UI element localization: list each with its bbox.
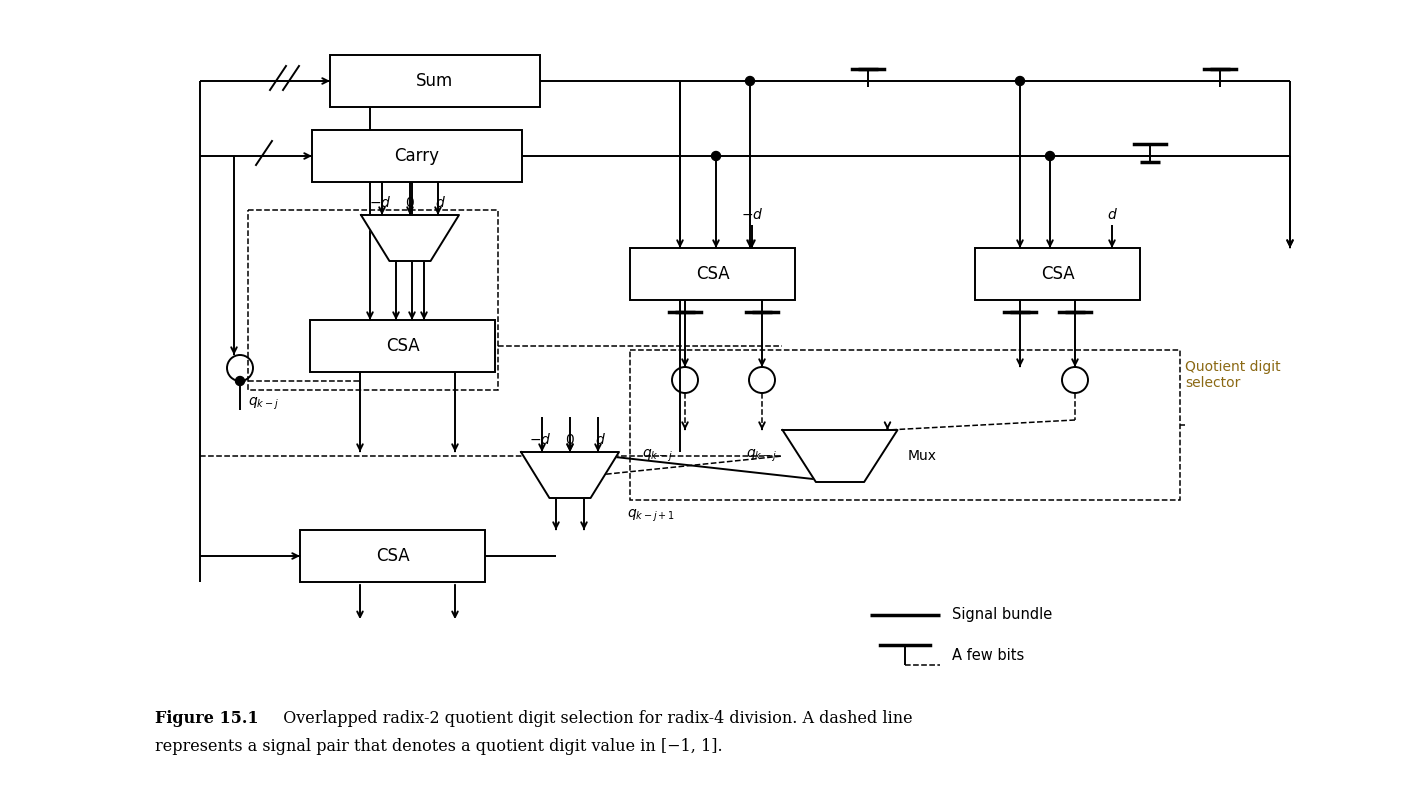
Polygon shape	[361, 215, 459, 261]
Circle shape	[1046, 152, 1054, 160]
Circle shape	[745, 77, 754, 85]
Text: Signal bundle: Signal bundle	[952, 608, 1052, 622]
Text: Quotient digit
selector: Quotient digit selector	[1186, 360, 1281, 390]
Text: CSA: CSA	[1040, 265, 1074, 283]
Text: $-d$: $-d$	[369, 195, 392, 210]
Text: Sum: Sum	[416, 72, 453, 90]
Text: $d$: $d$	[1107, 207, 1117, 222]
Text: $-d$: $-d$	[741, 207, 764, 222]
Text: $0$: $0$	[405, 196, 415, 210]
Text: represents a signal pair that denotes a quotient digit value in [−1, 1].: represents a signal pair that denotes a …	[155, 738, 722, 755]
Text: $q_{k-j+1}$: $q_{k-j+1}$	[627, 508, 675, 524]
Polygon shape	[522, 452, 618, 498]
Bar	[312, 130, 522, 182]
Text: $d$: $d$	[594, 432, 606, 447]
Circle shape	[711, 152, 721, 160]
Text: $d$: $d$	[435, 195, 446, 210]
Bar	[301, 530, 485, 582]
Bar	[975, 248, 1140, 300]
Text: A few bits: A few bits	[952, 647, 1025, 663]
Text: Figure 15.1: Figure 15.1	[155, 710, 258, 727]
Text: $q_{k-j}$: $q_{k-j}$	[248, 396, 279, 413]
Text: Mux: Mux	[908, 449, 936, 463]
Text: Overlapped radix-2 quotient digit selection for radix-4 division. A dashed line: Overlapped radix-2 quotient digit select…	[274, 710, 912, 727]
Text: $0$: $0$	[566, 433, 574, 447]
Text: $q_{k-j}$: $q_{k-j}$	[641, 448, 673, 464]
Circle shape	[1016, 77, 1025, 85]
Bar	[311, 320, 494, 372]
Text: Carry: Carry	[395, 147, 439, 165]
Text: CSA: CSA	[695, 265, 730, 283]
Text: $-d$: $-d$	[529, 432, 551, 447]
Bar	[331, 55, 540, 107]
Polygon shape	[782, 430, 898, 482]
Bar	[248, 210, 497, 390]
Bar	[630, 350, 1180, 500]
Circle shape	[235, 376, 245, 385]
Text: CSA: CSA	[376, 547, 409, 565]
Bar	[630, 248, 795, 300]
Text: CSA: CSA	[386, 337, 419, 355]
Text: $q_{k-j}$: $q_{k-j}$	[747, 448, 778, 464]
